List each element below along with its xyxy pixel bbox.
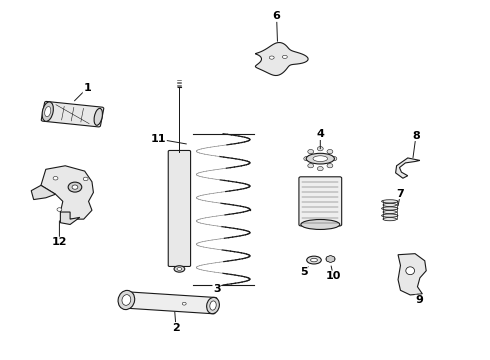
Ellipse shape	[307, 256, 321, 264]
FancyBboxPatch shape	[299, 177, 342, 226]
Text: 10: 10	[326, 271, 341, 281]
Ellipse shape	[383, 217, 396, 221]
Ellipse shape	[182, 302, 186, 305]
Text: 12: 12	[51, 237, 67, 247]
Ellipse shape	[331, 157, 337, 161]
Ellipse shape	[327, 149, 333, 154]
Ellipse shape	[382, 214, 398, 217]
Ellipse shape	[327, 163, 333, 168]
Ellipse shape	[318, 166, 323, 171]
Text: 1: 1	[83, 83, 91, 93]
Polygon shape	[398, 254, 426, 295]
Text: 7: 7	[396, 189, 404, 198]
FancyBboxPatch shape	[122, 292, 217, 314]
Ellipse shape	[382, 200, 398, 203]
Ellipse shape	[318, 147, 323, 151]
Ellipse shape	[313, 156, 328, 162]
Ellipse shape	[174, 266, 185, 272]
Ellipse shape	[304, 157, 310, 161]
Ellipse shape	[383, 211, 396, 213]
Ellipse shape	[94, 108, 102, 125]
Ellipse shape	[382, 207, 398, 210]
Ellipse shape	[383, 203, 396, 207]
Text: 3: 3	[213, 284, 220, 293]
Ellipse shape	[177, 267, 182, 270]
Ellipse shape	[282, 55, 287, 58]
Polygon shape	[395, 158, 420, 178]
Text: 6: 6	[272, 11, 280, 21]
Ellipse shape	[207, 297, 220, 314]
Text: 9: 9	[415, 295, 423, 305]
Text: 5: 5	[300, 267, 308, 277]
Ellipse shape	[270, 56, 274, 59]
Ellipse shape	[68, 182, 82, 192]
Ellipse shape	[118, 291, 135, 310]
Ellipse shape	[53, 176, 58, 180]
Ellipse shape	[306, 153, 334, 164]
Ellipse shape	[122, 295, 131, 305]
Text: 8: 8	[412, 131, 420, 140]
Ellipse shape	[301, 220, 340, 229]
Text: 4: 4	[317, 130, 324, 139]
Ellipse shape	[311, 258, 318, 262]
Polygon shape	[255, 42, 308, 76]
Ellipse shape	[406, 267, 415, 275]
Ellipse shape	[308, 149, 314, 154]
Ellipse shape	[326, 256, 335, 262]
FancyBboxPatch shape	[41, 102, 104, 127]
Ellipse shape	[42, 102, 53, 121]
Ellipse shape	[57, 208, 62, 211]
Polygon shape	[31, 185, 55, 199]
Ellipse shape	[308, 163, 314, 168]
Text: 2: 2	[172, 323, 180, 333]
Polygon shape	[41, 166, 94, 219]
Ellipse shape	[83, 177, 88, 181]
Ellipse shape	[210, 301, 216, 310]
Ellipse shape	[72, 185, 78, 189]
FancyBboxPatch shape	[168, 150, 191, 266]
Text: 11: 11	[151, 134, 166, 144]
Ellipse shape	[45, 107, 51, 117]
Polygon shape	[60, 212, 80, 225]
